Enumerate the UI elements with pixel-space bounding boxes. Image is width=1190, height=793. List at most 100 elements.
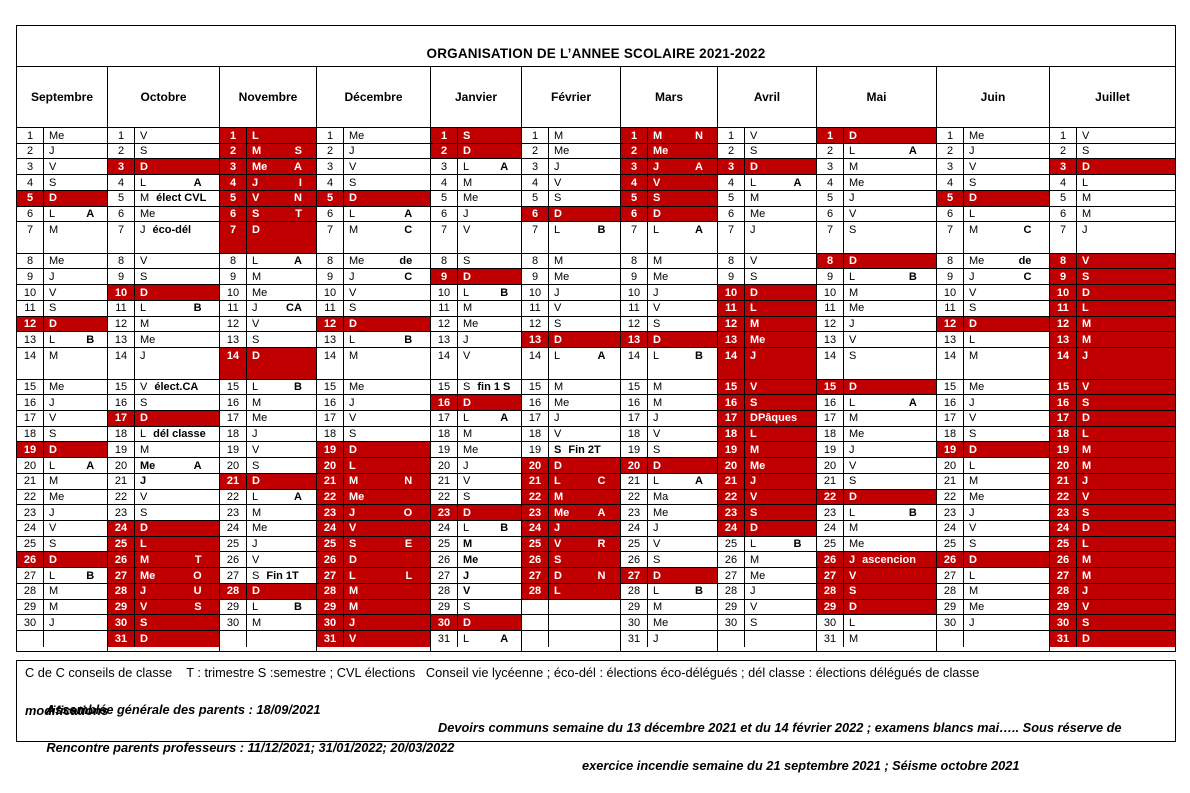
day-letter-cell: V xyxy=(844,207,936,222)
day-number: 7 xyxy=(17,222,44,253)
day-letter-cell: Me xyxy=(648,144,717,159)
day-annotation: N xyxy=(293,192,302,205)
day-letter-cell: Me O xyxy=(135,568,219,583)
day-annotation: B xyxy=(193,302,202,315)
day-letter-cell: D xyxy=(458,505,521,520)
day-letter-cell: D xyxy=(549,207,620,222)
weekday-letter: J xyxy=(849,443,855,456)
day-number: 24 xyxy=(621,520,648,536)
day-row: 28 L xyxy=(522,583,620,600)
day-number: 16 xyxy=(522,395,549,410)
day-letter-cell: Me xyxy=(648,615,717,630)
day-number: 29 xyxy=(937,599,964,615)
day-letter-cell: S xyxy=(1077,395,1175,410)
day-row: 31 M xyxy=(817,631,936,647)
weekday-letter: J xyxy=(1082,475,1089,488)
day-letter-cell: J xyxy=(549,521,620,536)
weekday-letter: D xyxy=(49,443,57,456)
day-row: 30 S xyxy=(108,615,219,631)
day-letter-cell: J CA xyxy=(247,301,316,316)
day-letter-cell xyxy=(549,631,620,647)
month-column: Juin 1 Me 2 J 3 V 4 S 5 D 6 L 7 M C 8 Me de 9 J C 10 V 11 S 12 D 13 L… xyxy=(937,67,1050,651)
weekday-letter: Me xyxy=(653,616,669,629)
day-letter-cell: Me xyxy=(844,427,936,442)
weekday-letter: L xyxy=(1082,538,1089,551)
month-column: Décembre 1 Me 2 J 3 V 4 S 5 D 6 L A 7 M C 8 Me de 9 J C 10 V 11 S 1… xyxy=(317,67,431,651)
day-letter-cell: Me xyxy=(549,144,620,159)
day-number: 17 xyxy=(108,410,135,426)
day-row: 24 Me xyxy=(220,520,316,537)
day-letter-cell: Me xyxy=(964,128,1049,143)
weekday-letter: V xyxy=(969,160,977,173)
day-number: 6 xyxy=(937,206,964,222)
weekday-letter: V xyxy=(463,585,471,598)
day-number: 6 xyxy=(17,206,44,222)
day-row: 11 M xyxy=(431,300,521,317)
day-row: 21 J xyxy=(108,473,219,490)
day-number: 10 xyxy=(431,285,458,300)
day-row: 20 V xyxy=(817,458,936,474)
day-row: 21 J xyxy=(718,473,816,490)
weekday-letter: J xyxy=(750,349,757,362)
day-number: 22 xyxy=(108,489,135,505)
weekday-letter: J xyxy=(750,475,757,488)
weekday-letter: D xyxy=(49,318,57,331)
day-letter-cell: M xyxy=(247,395,316,410)
day-number: 17 xyxy=(1050,410,1077,426)
day-letter-cell: Me xyxy=(458,442,521,457)
day-annotation: de xyxy=(1018,255,1032,268)
day-number: 14 xyxy=(817,348,844,379)
weekday-letter: J xyxy=(349,270,355,283)
weekday-letter: J xyxy=(1082,349,1089,362)
day-number: 25 xyxy=(1050,536,1077,552)
day-number: 8 xyxy=(1050,253,1077,269)
day-number: 6 xyxy=(1050,206,1077,222)
weekday-letter: V xyxy=(140,129,148,142)
day-letter-cell: D xyxy=(964,317,1049,332)
day-number: 13 xyxy=(17,332,44,348)
day-row: 27 J xyxy=(431,568,521,584)
day-letter-cell: V xyxy=(549,427,620,442)
day-number: 21 xyxy=(317,473,344,489)
weekday-letter: L xyxy=(1082,176,1089,189)
day-row: 27 D N xyxy=(522,568,620,584)
day-number: 4 xyxy=(431,175,458,190)
day-number: 29 xyxy=(17,599,44,615)
day-letter-cell: M xyxy=(844,521,936,536)
day-number: 12 xyxy=(621,316,648,332)
day-letter-cell: M xyxy=(549,490,620,505)
weekday-letter: L xyxy=(140,428,147,441)
day-letter-cell: V xyxy=(135,254,219,269)
day-row: 24 J xyxy=(621,520,717,537)
day-number: 14 xyxy=(718,348,745,379)
day-letter-cell: M xyxy=(44,584,107,599)
day-row: 9 Me xyxy=(621,269,717,286)
day-number: 21 xyxy=(937,473,964,489)
day-letter-cell: D xyxy=(964,442,1049,457)
weekday-letter: M xyxy=(49,585,59,598)
day-number: 23 xyxy=(522,505,549,520)
weekday-letter: D xyxy=(140,160,148,173)
weekday-letter: L xyxy=(653,349,660,362)
day-row: 19 M xyxy=(108,442,219,459)
day-row: 14 L A xyxy=(522,348,620,380)
weekday-letter: L xyxy=(463,412,470,425)
day-row: 24 D xyxy=(1050,520,1175,537)
weekday-letter: Ma xyxy=(653,491,669,504)
weekday-letter: J xyxy=(1082,585,1089,598)
day-letter-cell: L xyxy=(844,615,936,630)
day-letter-cell: V xyxy=(745,600,816,615)
weekday-letter: M xyxy=(750,443,760,456)
day-letter-cell: J xyxy=(648,411,717,426)
